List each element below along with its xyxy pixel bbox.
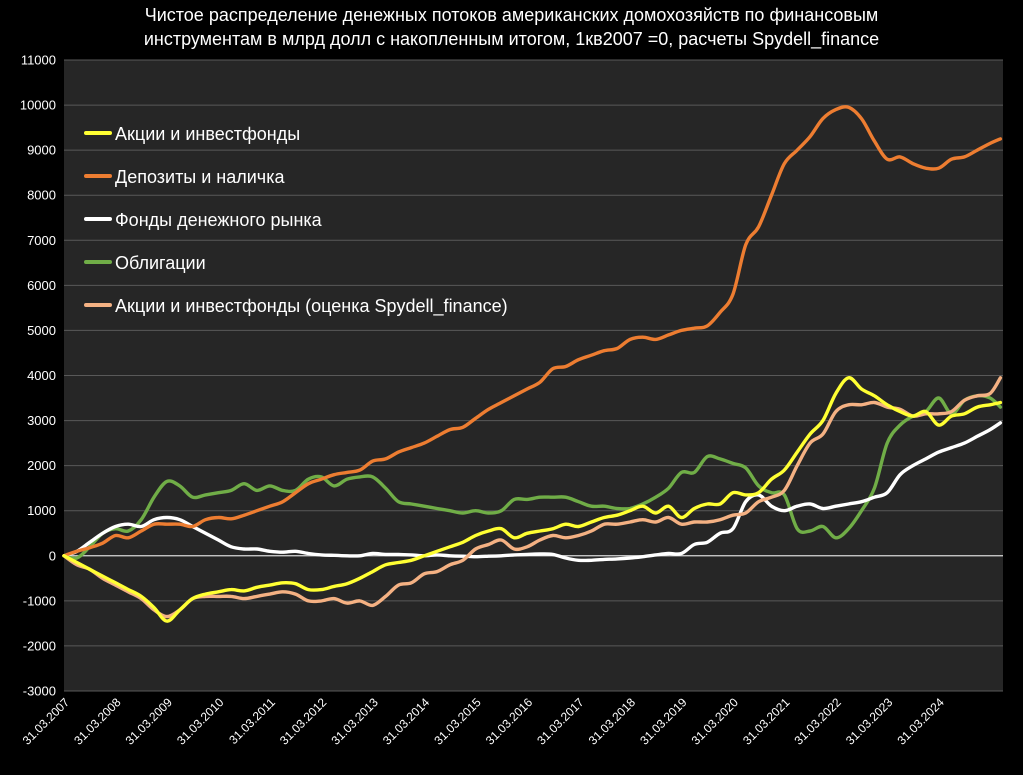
series-line-3 xyxy=(62,394,1003,561)
legend-label: Депозиты и наличка xyxy=(115,167,285,187)
series-line-1 xyxy=(62,105,1003,558)
y-tick-label: 10000 xyxy=(20,98,56,113)
legend-label: Акции и инвестфонды xyxy=(115,124,300,144)
series-line-0 xyxy=(62,376,1003,623)
legend-label: Облигации xyxy=(115,253,206,273)
y-tick-label: 9000 xyxy=(27,143,56,158)
y-tick-label: -3000 xyxy=(23,684,56,699)
y-tick-label: 7000 xyxy=(27,233,56,248)
y-axis: -3000 -2000 -1000 0 1000 2000 3000 4000 5000 6000… xyxy=(20,53,56,699)
y-tick-label: 2000 xyxy=(27,458,56,473)
series-lines xyxy=(62,105,1003,623)
y-tick-label: 8000 xyxy=(27,188,56,203)
y-tick-label: -2000 xyxy=(23,638,56,653)
legend: Акции и инвестфонды Депозиты и наличка Фон… xyxy=(84,124,508,317)
y-tick-label: 4000 xyxy=(27,368,56,383)
chart-title-line-2: инструментам в млрд долл с накопленным и… xyxy=(144,29,879,50)
series-line-4 xyxy=(62,376,1003,619)
y-tick-label: 11000 xyxy=(21,53,56,68)
legend-label: Акции и инвестфонды (оценка Spydell_fina… xyxy=(115,296,508,317)
legend-label: Фонды денежного рынка xyxy=(115,210,323,230)
chart-title: Чистое распределение денежных потоков ам… xyxy=(144,5,879,50)
y-tick-label: 0 xyxy=(49,548,56,563)
y-tick-label: 1000 xyxy=(27,503,56,518)
y-tick-label: -1000 xyxy=(23,593,56,608)
y-tick-label: 6000 xyxy=(27,278,56,293)
y-tick-label: 3000 xyxy=(27,413,56,428)
y-tick-label: 5000 xyxy=(27,323,56,338)
chart-title-line-1: Чистое распределение денежных потоков ам… xyxy=(145,5,879,25)
series-line-2 xyxy=(62,421,1003,563)
